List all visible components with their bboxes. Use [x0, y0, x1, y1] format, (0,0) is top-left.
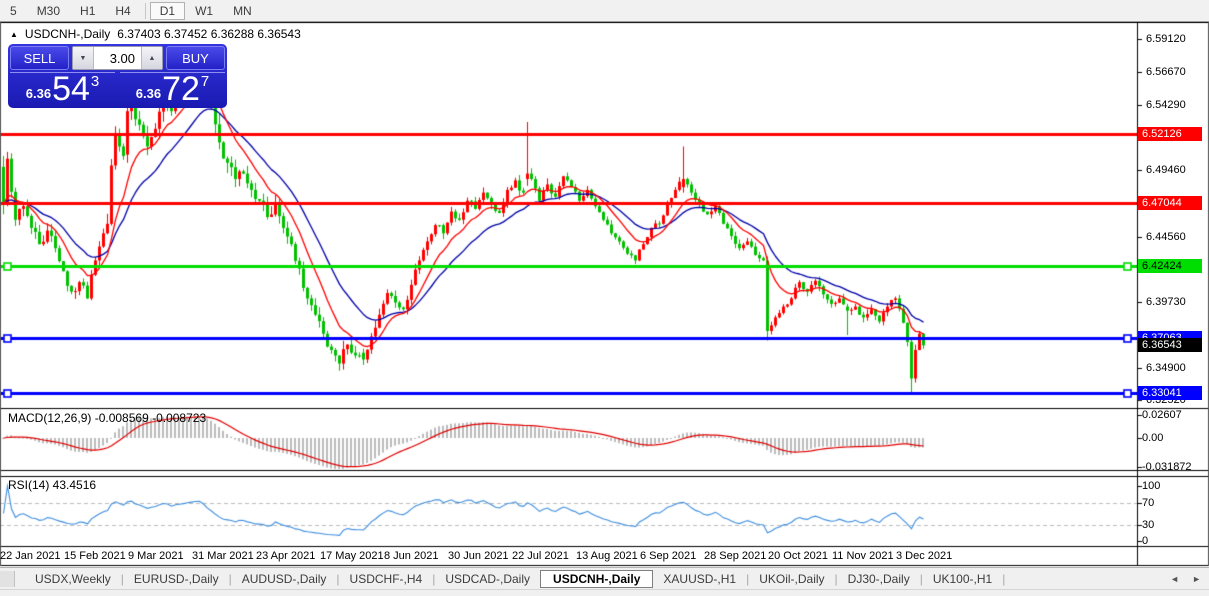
tab-uk100-h1[interactable]: UK100-,H1 — [932, 572, 993, 586]
timeframe-H1[interactable]: H1 — [80, 3, 96, 18]
timeframe-D1[interactable]: D1 — [149, 1, 186, 20]
sell-price-sup: 3 — [90, 73, 100, 90]
status-strip — [0, 589, 1209, 596]
timeframe-MN[interactable]: MN — [233, 3, 252, 18]
tab-scroll-right-icon[interactable]: ► — [1192, 574, 1201, 584]
tab-separator: | — [746, 572, 750, 586]
tab-ukoil-daily[interactable]: UKOil-,Daily — [759, 572, 825, 586]
buy-price[interactable]: 6.36 72 7 — [120, 72, 225, 106]
chart-ohlc-values: 6.37403 6.37452 6.36288 6.36543 — [117, 27, 301, 41]
sell-button[interactable]: SELL — [10, 46, 69, 70]
chart-header: ▲ USDCNH-,Daily 6.37403 6.37452 6.36288 … — [10, 27, 301, 41]
tab-usdx-weekly[interactable]: USDX,Weekly — [35, 572, 111, 586]
volume-input[interactable] — [94, 47, 141, 69]
sell-price[interactable]: 6.36 54 3 — [10, 72, 115, 106]
toolbar-separator — [144, 2, 146, 19]
tab-separator: | — [228, 572, 232, 586]
chart-tab-bar: USDX,Weekly | EURUSD-,Daily | AUDUSD-,Daily |… — [0, 567, 1209, 590]
tabbar-grip — [0, 571, 15, 587]
tab-dj30-daily[interactable]: DJ30-,Daily — [847, 572, 910, 586]
tab-eurusd-daily[interactable]: EURUSD-,Daily — [133, 572, 219, 586]
macd-indicator-label: MACD(12,26,9) -0.008569 -0.008723 — [8, 411, 207, 425]
buy-price-prefix: 6.36 — [135, 86, 162, 101]
tab-usdchf-h4[interactable]: USDCHF-,H4 — [349, 572, 423, 586]
tab-separator: | — [336, 572, 340, 586]
timeframe-toolbar: 5 M30 H1 H4 D1 W1 MN — [0, 0, 1209, 22]
tab-separator: | — [1002, 572, 1006, 586]
tab-usdcad-daily[interactable]: USDCAD-,Daily — [445, 572, 531, 586]
tab-separator: | — [919, 572, 923, 586]
sell-price-big: 54 — [52, 70, 90, 108]
volume-increase-icon[interactable]: ▲ — [141, 47, 162, 69]
price-chart-canvas[interactable] — [0, 22, 1209, 567]
volume-decrease-icon[interactable]: ▼ — [73, 47, 94, 69]
tab-scroll-left-icon[interactable]: ◄ — [1170, 574, 1180, 584]
timeframe-W1[interactable]: W1 — [195, 3, 214, 18]
timeframe-5[interactable]: 5 — [10, 3, 17, 18]
buy-price-big: 72 — [162, 70, 200, 108]
tab-separator: | — [120, 572, 124, 586]
timeframe-H4[interactable]: H4 — [115, 3, 131, 18]
tab-separator: | — [834, 572, 838, 586]
tab-xauusd-h1[interactable]: XAUUSD-,H1 — [663, 572, 737, 586]
tab-separator: | — [432, 572, 436, 586]
tab-usdcnh-daily[interactable]: USDCNH-,Daily — [540, 570, 654, 588]
one-click-trade-panel: SELL ▼ ▲ BUY 6.36 54 3 6.36 72 7 — [8, 44, 227, 108]
chart-title: USDCNH-,Daily — [24, 27, 111, 41]
tab-audusd-daily[interactable]: AUDUSD-,Daily — [241, 572, 327, 586]
buy-price-sup: 7 — [200, 73, 210, 90]
buy-button[interactable]: BUY — [166, 46, 225, 70]
timeframe-M30[interactable]: M30 — [36, 3, 61, 18]
sell-price-prefix: 6.36 — [25, 86, 52, 101]
collapse-panel-icon[interactable]: ▲ — [10, 29, 18, 39]
rsi-indicator-label: RSI(14) 43.4516 — [8, 478, 97, 492]
volume-spinner: ▼ ▲ — [72, 46, 163, 70]
